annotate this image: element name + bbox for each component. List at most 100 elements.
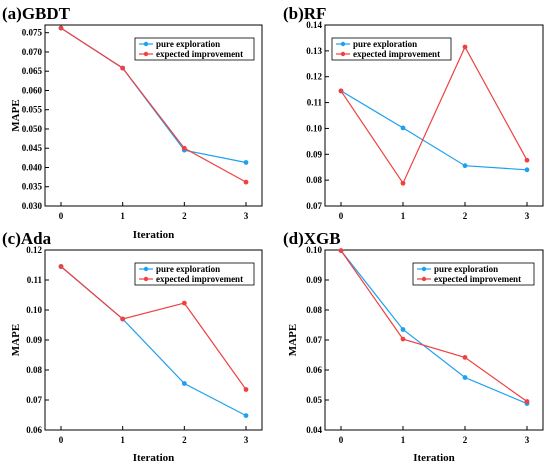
series-line-0	[60, 266, 247, 417]
y-tick-label: 0.055	[22, 105, 43, 115]
data-point	[120, 316, 126, 322]
y-tick-label: 0.030	[22, 201, 43, 211]
data-point	[462, 355, 468, 360]
x-tick-label: 1	[120, 211, 125, 221]
chart-panel-1: (b)RF 0.07 0.08 0.09 0.10 0.11 0.12 0.13 0.14 0 1 2…	[283, 4, 544, 221]
y-tick-label: 0.065	[22, 66, 43, 76]
data-point	[462, 163, 468, 169]
chart-panel-2: (c)Ada 0.06 0.07 0.08 0.09 0.10 0.11 0.12 0 1 2 3 It…	[2, 229, 263, 464]
y-tick-label: 0.12	[26, 245, 42, 255]
x-tick-label: 2	[463, 211, 468, 221]
x-tick-label: 0	[339, 211, 344, 221]
x-tick-label: 2	[182, 211, 187, 221]
legend-box	[331, 37, 452, 61]
chart-panel-0: (a)GBDT 0.030 0.035 0.040 0.045 0.050 0.055 0.0…	[2, 4, 263, 241]
legend-box	[134, 262, 255, 286]
x-tick-label: 3	[244, 211, 249, 221]
legend-label: expected improvement	[156, 274, 243, 284]
legend-marker	[421, 266, 427, 272]
y-tick-label: 0.07	[306, 201, 322, 211]
legend-marker	[143, 41, 149, 47]
y-tick-label: 0.050	[22, 124, 43, 134]
legend-label: expected improvement	[353, 49, 440, 59]
y-axis-label: MAPE	[10, 324, 22, 356]
legend-box	[412, 262, 535, 286]
panel-title: (b)RF	[283, 4, 326, 23]
series-line-1	[60, 27, 247, 183]
y-tick-label: 0.13	[306, 46, 322, 56]
legend-label: pure exploration	[156, 39, 220, 49]
y-tick-label: 0.10	[26, 305, 42, 315]
y-tick-label: 0.08	[306, 305, 322, 315]
data-point	[243, 387, 249, 392]
x-tick-label: 0	[59, 211, 64, 221]
data-point	[524, 167, 530, 173]
x-tick-label: 0	[59, 435, 64, 445]
legend-marker	[340, 41, 346, 47]
y-tick-label: 0.060	[22, 85, 43, 95]
x-axis-label: Iteration	[133, 452, 175, 464]
legend-label: pure exploration	[353, 39, 417, 49]
y-tick-label: 0.11	[307, 98, 323, 108]
data-point	[462, 44, 468, 50]
legend-label: expected improvement	[434, 274, 521, 284]
y-tick-label: 0.07	[26, 395, 42, 405]
data-point	[243, 413, 249, 418]
panel-title: (a)GBDT	[2, 4, 71, 23]
x-tick-label: 3	[525, 211, 530, 221]
data-point	[524, 399, 530, 404]
data-point	[338, 248, 344, 254]
legend-label: pure exploration	[434, 264, 498, 274]
x-axis-label: Iteration	[133, 229, 175, 241]
data-point	[58, 25, 64, 31]
series-line-1	[60, 266, 247, 390]
x-tick-label: 2	[182, 435, 187, 445]
data-point	[243, 179, 249, 185]
series-line-1	[340, 45, 528, 185]
x-tick-label: 1	[401, 211, 406, 221]
y-tick-label: 0.035	[22, 182, 43, 192]
data-point	[58, 264, 64, 269]
data-point	[181, 145, 187, 151]
y-tick-label: 0.070	[22, 47, 43, 57]
y-tick-label: 0.08	[306, 175, 322, 185]
legend-marker	[421, 276, 427, 282]
data-point	[181, 381, 187, 386]
y-tick-label: 0.07	[306, 335, 322, 345]
panel-title: (d)XGB	[283, 229, 341, 248]
y-tick-label: 0.075	[22, 28, 43, 38]
data-point	[400, 336, 406, 342]
y-tick-label: 0.045	[22, 143, 43, 153]
x-tick-label: 1	[401, 435, 406, 445]
legend-label: pure exploration	[156, 264, 220, 274]
x-axis-label: Iteration	[413, 452, 455, 464]
data-point	[400, 125, 406, 131]
y-tick-label: 0.05	[306, 395, 322, 405]
data-point	[524, 157, 530, 163]
y-tick-label: 0.10	[306, 245, 322, 255]
legend-box	[134, 37, 255, 61]
legend-marker	[143, 51, 149, 57]
y-tick-label: 0.10	[306, 123, 322, 133]
chart-panel-3: (d)XGB 0.04 0.05 0.06 0.07 0.08 0.09 0.10 0 1 2 3 It…	[283, 229, 544, 464]
legend-marker	[340, 51, 346, 57]
x-tick-label: 1	[120, 435, 125, 445]
data-point	[400, 180, 406, 186]
y-axis-label: MAPE	[10, 99, 22, 131]
data-point	[181, 300, 187, 306]
series-line-1	[340, 250, 528, 402]
y-axis-label: MAPE	[287, 324, 299, 356]
x-tick-label: 3	[525, 435, 530, 445]
legend-marker	[143, 266, 149, 272]
y-tick-label: 0.14	[306, 20, 322, 30]
legend-marker	[143, 276, 149, 282]
data-point	[120, 65, 126, 71]
data-point	[243, 160, 249, 165]
y-tick-label: 0.09	[26, 335, 42, 345]
data-point	[338, 88, 344, 94]
y-tick-label: 0.06	[26, 425, 42, 435]
y-tick-label: 0.09	[306, 275, 322, 285]
y-tick-label: 0.04	[306, 425, 322, 435]
x-tick-label: 3	[244, 435, 249, 445]
